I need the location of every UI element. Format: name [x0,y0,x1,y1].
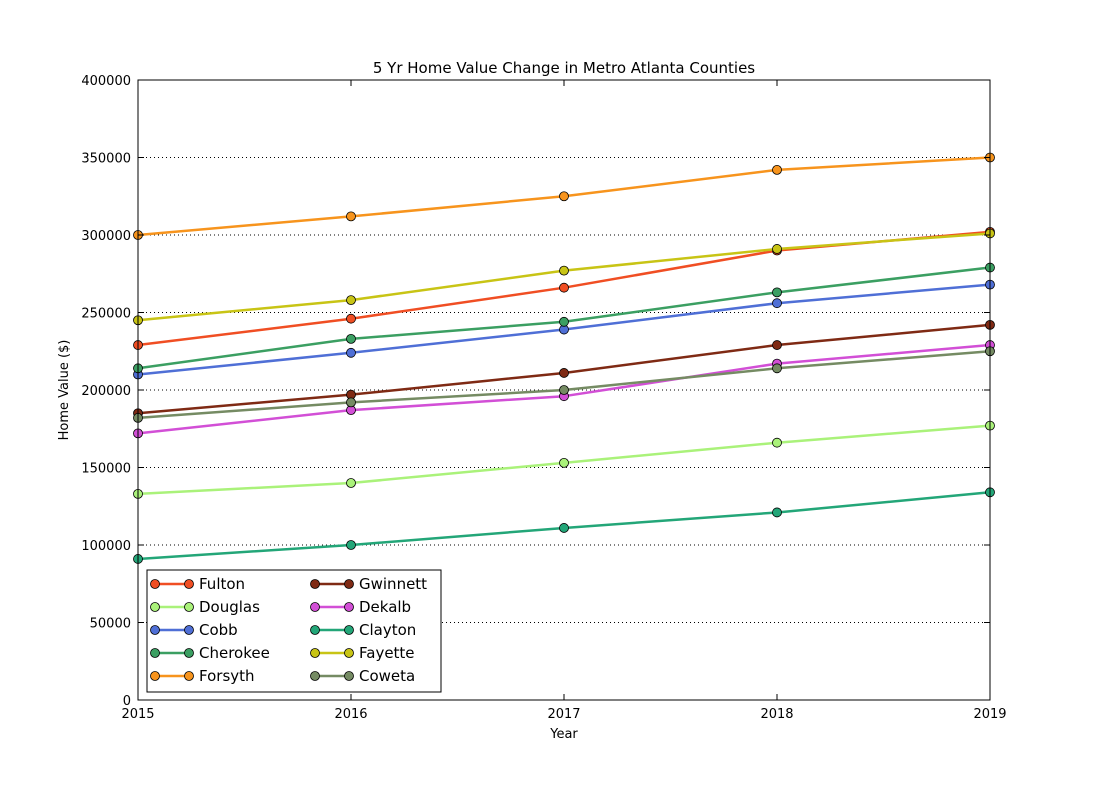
series-fayette [133,228,995,326]
legend-marker-forsyth [150,671,160,681]
legend-item-clayton: Clayton [310,621,416,639]
y-tick-label: 400000 [81,74,131,89]
data-point-fulton [559,282,569,293]
data-point-coweta [346,397,356,408]
data-point-cherokee [346,333,356,344]
y-tick-label: 150000 [81,462,131,477]
data-point-cobb [346,347,356,358]
legend-marker-dekalb [310,602,320,612]
legend-label-cherokee: Cherokee [199,644,270,662]
x-tick-label: 2017 [547,707,580,722]
data-point-forsyth [346,211,356,222]
legend-item-douglas: Douglas [150,598,260,616]
legend-marker-fayette [344,648,354,658]
axis-ticks: 0 50000 100000 150000 200000 250000 300000 3500… [81,74,1006,722]
legend-marker-fulton [150,579,160,589]
legend-marker-fayette [310,648,320,658]
data-point-fayette [772,244,782,254]
x-tick-label: 2019 [973,707,1006,722]
legend-label-gwinnett: Gwinnett [359,575,427,593]
y-tick-label: 0 [123,694,131,709]
data-point-clayton [559,523,569,533]
legend-marker-cherokee [150,648,160,658]
legend-marker-cobb [184,625,194,635]
legend-item-fulton: Fulton [150,575,245,593]
legend-label-douglas: Douglas [199,598,260,616]
data-point-forsyth [559,191,569,202]
legend-marker-douglas [150,602,160,612]
y-tick-label: 100000 [81,539,131,554]
legend-marker-forsyth [184,671,194,681]
series-forsyth [133,152,995,240]
y-axis-title: Home Value ($) [57,340,72,441]
data-point-coweta [559,385,569,395]
legend-marker-dekalb [344,602,354,612]
data-point-gwinnett [772,340,782,350]
data-point-douglas [346,478,356,488]
y-tick-label: 350000 [81,152,131,167]
legend-marker-gwinnett [344,579,354,589]
legend-box [146,569,442,693]
series-line-fayette [137,232,991,322]
data-point-fayette [559,265,569,276]
y-tick-label: 200000 [81,384,131,399]
legend-marker-coweta [310,671,320,681]
legend-marker-coweta [344,671,354,681]
legend-label-dekalb: Dekalb [359,598,411,616]
data-point-cherokee [559,316,569,327]
series-coweta [133,346,995,423]
legend-marker-clayton [344,625,354,635]
legend-label-fayette: Fayette [359,644,415,662]
legend-label-clayton: Clayton [359,621,416,639]
data-point-douglas [559,457,569,468]
series-layer [133,152,995,564]
x-tick-label: 2015 [121,707,154,722]
legend-label-fulton: Fulton [199,575,245,593]
data-point-cherokee [772,287,782,298]
legend-label-coweta: Coweta [359,667,415,685]
y-tick-label: 250000 [81,307,131,322]
x-tick-label: 2016 [334,707,367,722]
chart-title: 5 Yr Home Value Change in Metro Atlanta … [373,59,755,77]
series-douglas [133,420,995,499]
legend-marker-gwinnett [310,579,320,589]
data-point-fayette [346,295,356,306]
series-clayton [133,487,995,564]
data-point-coweta [772,363,782,374]
data-point-douglas [772,437,782,448]
legend-marker-cobb [150,625,160,635]
legend: Fulton Douglas Cobb Cherokee Forsyth Gwinnett… [146,569,442,693]
data-point-fulton [346,313,356,324]
legend-label-cobb: Cobb [199,621,238,639]
legend-item-coweta: Coweta [310,667,415,685]
series-cherokee [133,262,995,374]
legend-marker-douglas [184,602,194,612]
legend-item-gwinnett: Gwinnett [310,575,427,593]
data-point-clayton [346,540,356,550]
data-point-clayton [772,507,782,518]
data-point-forsyth [772,164,782,175]
data-point-gwinnett [559,368,569,378]
legend-item-fayette: Fayette [310,644,415,662]
legend-marker-fulton [184,579,194,589]
legend-label-forsyth: Forsyth [199,667,255,685]
x-axis-title: Year [549,727,578,742]
x-tick-label: 2018 [760,707,793,722]
legend-item-dekalb: Dekalb [310,598,411,616]
data-point-cobb [772,298,782,309]
legend-item-forsyth: Forsyth [150,667,255,685]
legend-marker-clayton [310,625,320,635]
y-tick-label: 50000 [90,617,131,632]
legend-marker-cherokee [184,648,194,658]
y-tick-label: 300000 [81,229,131,244]
legend-item-cobb: Cobb [150,621,238,639]
series-gwinnett [133,319,995,419]
legend-item-cherokee: Cherokee [150,644,270,662]
